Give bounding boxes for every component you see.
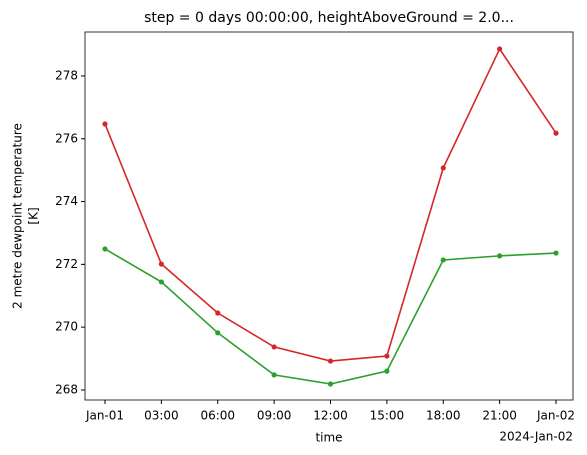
x-tick-label: 15:00 [370,409,405,423]
point [440,165,446,171]
x-axis-label: time [315,431,342,445]
y-tick-label: 276 [55,131,78,145]
chart-title: step = 0 days 00:00:00, heightAboveGroun… [144,10,514,26]
y-tick-label: 272 [55,257,78,271]
point [102,121,108,127]
x-offset-label: 2024-Jan-02 [499,430,573,444]
y-axis-label: 2 metre dewpoint temperature [11,123,25,309]
point [553,130,559,136]
y-tick-label: 274 [55,194,78,208]
point [553,250,559,256]
x-tick-label: Jan-01 [85,409,124,423]
x-tick-label: 09:00 [257,409,292,423]
point [215,310,221,316]
point [327,381,334,387]
point [271,344,277,350]
point [102,246,108,252]
point [497,253,503,259]
point [384,353,390,359]
x-tick-label: 06:00 [200,409,235,423]
x-tick-label: Jan-02 [536,409,575,423]
point [327,358,334,364]
x-tick-label: 12:00 [313,409,348,423]
y-tick-label: 270 [55,320,78,334]
point [158,279,164,285]
x-tick-label: 21:00 [482,409,517,423]
point [497,46,503,52]
y-axis-label: [K] [27,207,41,224]
y-tick-label: 268 [55,382,78,396]
point [215,330,221,336]
x-tick-label: 03:00 [144,409,179,423]
x-tick-label: 18:00 [426,409,461,423]
point [384,368,390,374]
line [104,47,557,362]
point [158,261,164,267]
point [271,372,277,378]
y-tick-label: 278 [55,68,78,82]
point [440,257,446,263]
line [104,248,557,385]
plot-frame [84,31,574,401]
